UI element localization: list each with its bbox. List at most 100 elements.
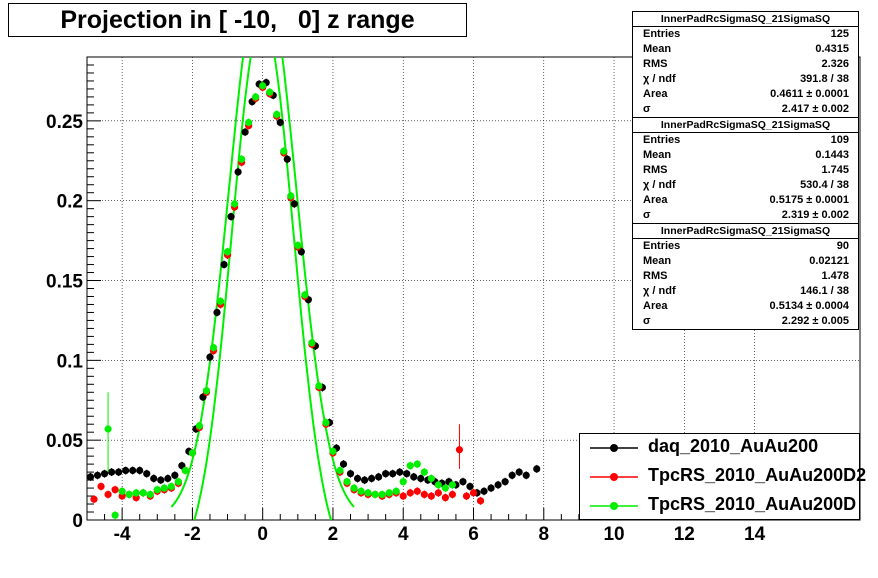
data-point [420, 468, 428, 476]
stat-row-area: Area 0.4611 ± 0.0001 [633, 87, 858, 102]
data-point [241, 128, 249, 136]
stat-value: 530.4 / 38 [800, 179, 849, 191]
stat-label: χ / ndf [643, 179, 676, 191]
x-tick-label: 14 [744, 524, 766, 545]
data-point [434, 489, 442, 497]
data-point [280, 147, 288, 155]
stat-value: 146.1 / 38 [800, 285, 849, 297]
legend-entry-daq: daq_2010_AuAu200 [580, 434, 861, 462]
data-point [459, 478, 467, 486]
x-tick-label: 12 [674, 524, 695, 545]
stat-value: 0.02121 [809, 255, 849, 267]
stat-row-area: Area 0.5175 ± 0.0001 [633, 193, 858, 208]
data-point [434, 481, 442, 489]
data-point [213, 308, 221, 317]
data-point [294, 241, 302, 249]
stat-row-rms: RMS 2.326 [633, 57, 858, 72]
legend-entry-tpcrs-d2: TpcRS_2010_AuAu200D2 [580, 463, 866, 491]
data-point [181, 466, 189, 475]
stat-label: σ [643, 209, 651, 221]
stat-box-2: InnerPadRcSigmaSQ_21SigmaSQ Entries 109 M… [632, 117, 859, 224]
data-point [410, 473, 418, 481]
fit-curve [170, 57, 355, 508]
data-point [389, 470, 397, 478]
data-point [283, 155, 291, 163]
stat-row-mean: Mean 0.1443 [633, 148, 858, 163]
data-point [378, 490, 386, 499]
stat-value: 0.5175 ± 0.0001 [769, 194, 849, 206]
fit-curves [170, 57, 355, 520]
chart-title: Projection in [ -10, 0] z range [60, 6, 415, 34]
stat-label: χ / ndf [643, 73, 676, 85]
data-point [382, 470, 390, 478]
data-point [494, 481, 502, 489]
stat-value: 125 [830, 28, 849, 40]
stat-value: 1.478 [821, 270, 849, 282]
stat-row-mean: Mean 0.4315 [633, 42, 858, 57]
data-point [441, 484, 449, 492]
x-tick-label: 8 [538, 524, 549, 545]
stat-value: 0.1443 [815, 149, 849, 161]
data-point [420, 490, 428, 499]
data-point [357, 487, 365, 495]
stat-value: 0.4315 [815, 43, 849, 55]
data-point [308, 339, 316, 347]
data-point [157, 476, 165, 484]
stat-value: 2.326 [821, 58, 849, 70]
data-point [174, 478, 182, 486]
data-point [466, 482, 474, 491]
data-point [375, 473, 383, 481]
stat-value: 391.8 / 38 [800, 73, 849, 85]
x-tick-label: 6 [468, 524, 479, 545]
data-point [234, 168, 242, 176]
y-tick-label: 0.1 [57, 351, 84, 372]
data-point [385, 489, 393, 497]
data-point [143, 470, 151, 478]
stat-row-sigma: σ 2.292 ± 0.005 [633, 314, 858, 329]
data-point [122, 466, 130, 475]
stat-label: RMS [643, 270, 668, 282]
stat-label: Area [643, 300, 668, 312]
stat-label: Area [643, 194, 668, 206]
data-point [343, 478, 351, 486]
data-point [392, 487, 400, 495]
data-point [322, 419, 330, 427]
y-tick-label: 0.25 [46, 112, 83, 133]
legend-marker-icon [590, 502, 638, 510]
data-point [515, 468, 523, 476]
data-point [125, 490, 133, 499]
stat-row-chi2: χ / ndf 146.1 / 38 [633, 284, 858, 299]
stat-row-area: Area 0.5134 ± 0.0004 [633, 299, 858, 314]
data-point [230, 200, 239, 208]
data-point [220, 260, 228, 269]
data-point [188, 449, 197, 457]
stat-row-rms: RMS 1.745 [633, 163, 858, 178]
stat-label: Entries [643, 134, 681, 146]
data-point [336, 466, 344, 475]
data-point [406, 489, 414, 497]
legend-label: daq_2010_AuAu200 [648, 436, 819, 456]
data-point [252, 93, 260, 101]
data-point [480, 487, 488, 495]
stat-box-title: InnerPadRcSigmaSQ_21SigmaSQ [633, 118, 858, 133]
data-point [427, 492, 435, 500]
stat-row-chi2: χ / ndf 391.8 / 38 [633, 72, 858, 87]
stat-value: 109 [830, 134, 849, 146]
stat-label: χ / ndf [643, 285, 676, 297]
data-point [136, 466, 144, 475]
data-point [266, 88, 274, 96]
data-point [508, 471, 516, 479]
data-point [276, 118, 284, 127]
data-point [396, 468, 404, 476]
data-point [417, 474, 425, 483]
chart-title-box: Projection in [ -10, 0] z range [8, 3, 467, 37]
data-point [164, 474, 172, 483]
stat-label: Mean [643, 255, 672, 267]
data-point [111, 486, 119, 494]
data-point [227, 213, 235, 221]
data-point [368, 474, 376, 483]
stat-value: 1.745 [821, 164, 849, 176]
data-point [476, 497, 485, 505]
data-point [353, 474, 362, 483]
data-point [273, 110, 281, 119]
